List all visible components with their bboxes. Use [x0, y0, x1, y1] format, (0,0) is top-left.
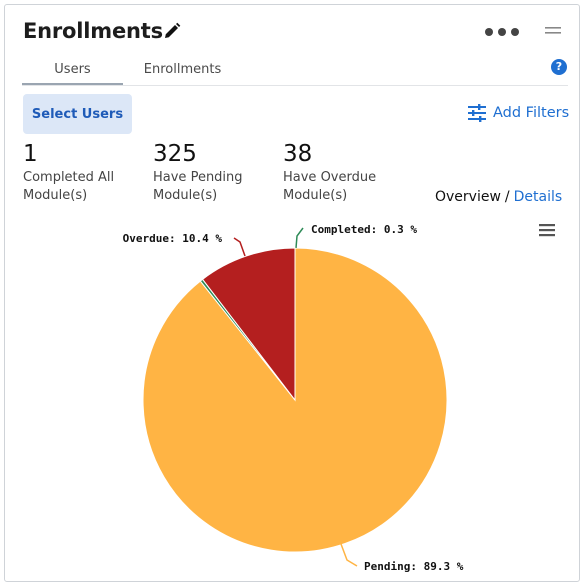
stat-pending-label: Have Pending Module(s)	[153, 170, 243, 203]
stat-overdue: 38 Have Overdue Module(s)	[283, 139, 393, 205]
add-filters-button[interactable]: Add Filters	[467, 103, 569, 123]
pie-connector-pending	[340, 543, 358, 567]
pie-label-overdue: Overdue: 10.4 %	[123, 232, 223, 245]
stat-completed-label: Completed All Module(s)	[23, 170, 115, 203]
pie-slice-overdue[interactable]	[201, 247, 296, 402]
chart-menu-icon[interactable]	[539, 223, 555, 237]
pie-label-pending: Pending: 89.3 %	[364, 560, 464, 573]
widget-title: Enrollments	[23, 19, 163, 43]
stat-overdue-value: 38	[283, 141, 313, 167]
view-separator: /	[504, 189, 510, 205]
select-users-button[interactable]: Select Users	[23, 94, 132, 134]
view-toggle: Overview / Details	[435, 188, 562, 206]
stat-completed: 1 Completed All Module(s)	[23, 139, 133, 205]
help-icon[interactable]: ?	[551, 59, 567, 75]
edit-pencil-icon[interactable]	[163, 22, 181, 40]
overview-link[interactable]: Overview	[435, 189, 501, 205]
tab-enrollments[interactable]: Enrollments	[143, 62, 222, 77]
stat-completed-value: 1	[23, 141, 38, 167]
filter-sliders-icon	[468, 104, 486, 122]
pie-label-completed: Completed: 0.3 %	[311, 223, 417, 236]
stat-overdue-label: Have Overdue Module(s)	[283, 170, 377, 203]
pie-connector-completed	[295, 227, 304, 249]
more-options-icon[interactable]	[483, 25, 523, 39]
pie-connector-overdue	[233, 237, 246, 257]
tab-users[interactable]: Users	[22, 61, 123, 85]
stat-pending-value: 325	[153, 141, 197, 167]
collapse-handle-icon[interactable]	[543, 26, 563, 36]
add-filters-label: Add Filters	[493, 105, 570, 121]
details-link[interactable]: Details	[513, 189, 563, 205]
tab-bar: Users Enrollments	[22, 61, 568, 86]
stat-pending: 325 Have Pending Module(s)	[153, 139, 263, 205]
